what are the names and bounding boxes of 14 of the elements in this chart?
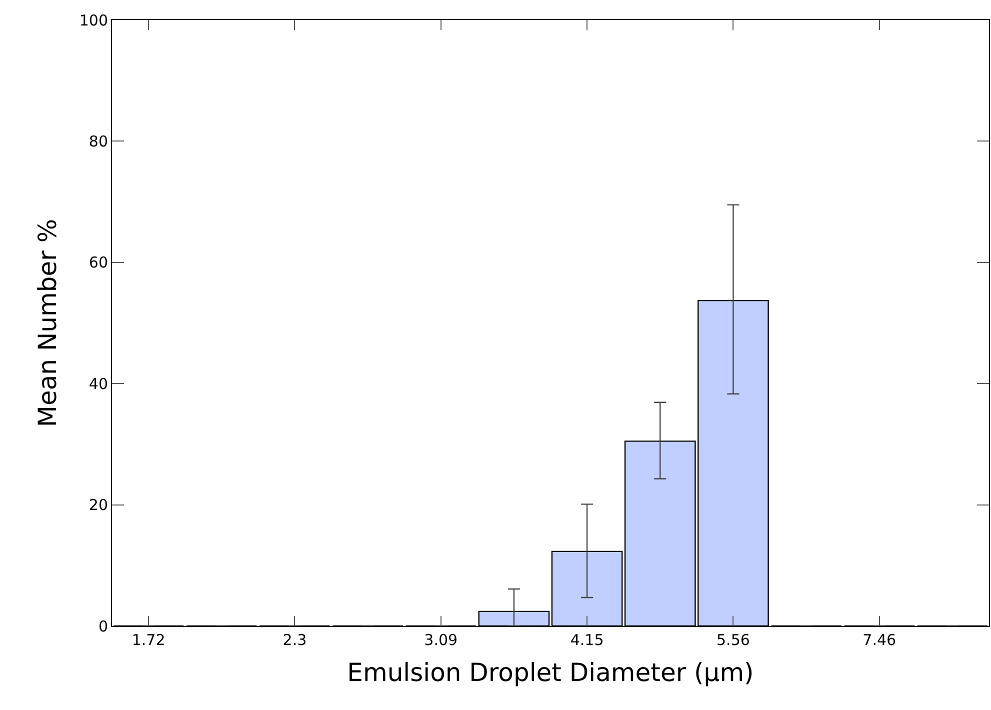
x-tick-label: 3.09 — [424, 631, 458, 649]
x-tick-label: 4.15 — [570, 631, 604, 649]
x-tick-label: 1.72 — [132, 631, 166, 649]
y-axis-title: Mean Number % — [33, 218, 62, 428]
y-tick-label: 60 — [88, 254, 108, 272]
y-tick-label: 80 — [88, 132, 108, 150]
y-tick-label: 40 — [88, 374, 108, 393]
y-tick-label: 0 — [98, 617, 108, 636]
x-tick-label: 5.56 — [716, 631, 750, 649]
y-tick-label: 100 — [79, 11, 108, 30]
y-tick-label: 20 — [88, 496, 108, 514]
x-axis-title: Emulsion Droplet Diameter (μm) — [347, 658, 754, 687]
x-tick-label: 2.3 — [282, 631, 307, 649]
x-tick-label: 7.46 — [862, 631, 896, 649]
